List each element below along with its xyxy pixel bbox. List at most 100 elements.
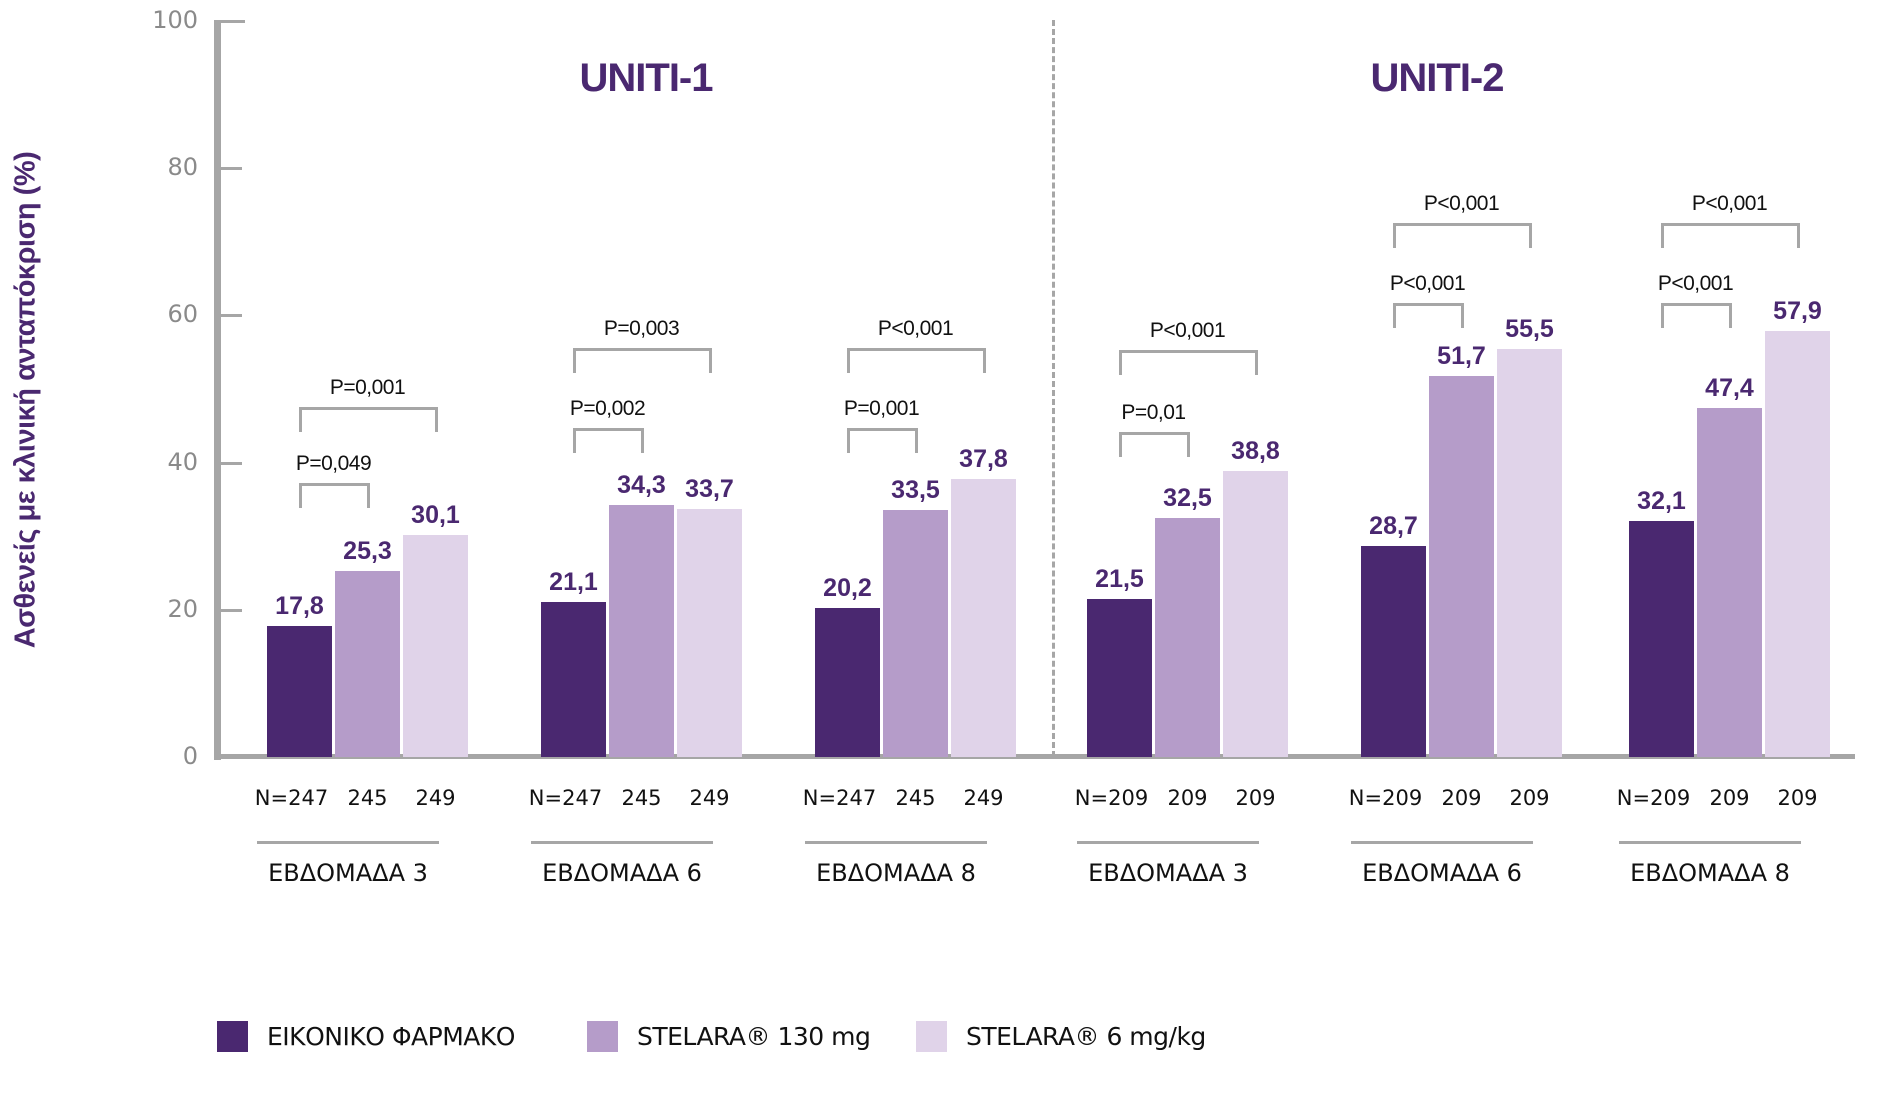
bar-value-label: 38,8	[1231, 437, 1280, 466]
y-axis-title-text: Ασθενείς με κλινική ανταπόκριση (%)	[9, 151, 42, 649]
inner-p-value: P<0,001	[1389, 272, 1466, 295]
week-label: ΕΒΔΟΜΑΔΑ 6	[1362, 859, 1522, 887]
group-underline	[1077, 841, 1259, 844]
bar	[1629, 520, 1694, 757]
group-underline	[1351, 841, 1533, 844]
sample-size-label: 209	[1709, 786, 1750, 810]
y-tick-label: 20	[167, 594, 198, 623]
y-tick-mark	[221, 461, 242, 465]
bar	[1497, 348, 1562, 757]
y-axis-line	[214, 20, 221, 760]
bar	[541, 601, 606, 757]
sample-size-label: N=209	[1074, 786, 1149, 810]
group-underline	[531, 841, 713, 844]
y-tick-label: 100	[152, 6, 198, 34]
inner-bracket	[1392, 303, 1464, 328]
inner-bracket	[572, 428, 644, 453]
sample-size-label: N=247	[528, 786, 603, 810]
y-tick-label: 0	[182, 742, 198, 770]
legend-item-stelara-6mgkg: STELARA® 6 mg/kg	[916, 1020, 1206, 1052]
bar-value-label: 21,1	[549, 567, 598, 596]
bar	[677, 508, 742, 757]
bar	[335, 570, 400, 757]
inner-bracket	[1118, 432, 1190, 457]
bar-value-label: 28,7	[1369, 511, 1418, 540]
sample-size-label: N=247	[254, 786, 329, 810]
outer-p-value: P=0,001	[329, 376, 406, 399]
y-tick-label: 60	[167, 300, 198, 329]
study-title-uniti-2: UNITI-2	[1370, 56, 1505, 100]
outer-bracket	[1118, 350, 1258, 375]
inner-p-value: P=0,01	[1121, 401, 1186, 424]
study-divider-dashed-line	[1052, 20, 1055, 757]
sample-size-label: 209	[1777, 786, 1818, 810]
legend-label-stelara-6mgkg: STELARA® 6 mg/kg	[966, 1021, 1206, 1051]
x-axis-line	[214, 754, 1855, 759]
group-underline	[805, 841, 987, 844]
bar	[1697, 408, 1762, 757]
bar	[1087, 598, 1152, 757]
y-tick-mark	[221, 608, 242, 612]
bar-value-label: 55,5	[1505, 314, 1554, 343]
bar-value-label: 20,2	[823, 574, 872, 603]
legend-swatch-placebo	[217, 1020, 248, 1052]
bar-value-label: 21,5	[1095, 564, 1144, 593]
bar	[1765, 330, 1830, 757]
bar-value-label: 37,8	[959, 444, 1008, 473]
legend-item-placebo: ΕΙΚΟΝΙΚΟ ΦΑΡΜΑΚΟ	[217, 1020, 515, 1052]
study-title-uniti-1: UNITI-1	[579, 56, 714, 100]
bar-value-label: 32,1	[1637, 486, 1686, 515]
week-label: ΕΒΔΟΜΑΔΑ 8	[1630, 859, 1790, 887]
bar-value-label: 33,7	[685, 474, 734, 503]
outer-bracket	[1660, 223, 1800, 248]
inner-bracket	[846, 428, 918, 453]
y-tick-mark	[221, 314, 242, 318]
sample-size-label: 209	[1441, 786, 1482, 810]
week-label: ΕΒΔΟΜΑΔΑ 6	[542, 859, 702, 887]
sample-size-label: 209	[1235, 786, 1276, 810]
bar	[403, 535, 468, 757]
bar	[1429, 376, 1494, 757]
inner-p-value: P=0,049	[295, 452, 372, 475]
inner-p-value: P=0,002	[569, 397, 646, 420]
bar-value-label: 47,4	[1705, 374, 1754, 403]
bar	[1155, 517, 1220, 757]
bar	[1223, 471, 1288, 757]
inner-p-value: P=0,001	[843, 397, 920, 420]
legend-item-stelara-130mg: STELARA® 130 mg	[587, 1020, 871, 1052]
inner-bracket	[298, 483, 370, 508]
legend-swatch-stelara-6mgkg	[916, 1020, 947, 1052]
group-underline	[257, 841, 439, 844]
y-tick-label: 80	[167, 153, 198, 182]
week-label: ΕΒΔΟΜΑΔΑ 3	[1088, 859, 1248, 887]
outer-bracket	[572, 348, 712, 373]
bar	[815, 608, 880, 757]
y-tick-mark	[221, 167, 242, 171]
bar-value-label: 57,9	[1773, 296, 1822, 325]
sample-size-label: 209	[1509, 786, 1550, 810]
bar-value-label: 25,3	[343, 536, 392, 565]
legend-label-placebo: ΕΙΚΟΝΙΚΟ ΦΑΡΜΑΚΟ	[267, 1021, 515, 1051]
bar-value-label: 33,5	[891, 476, 940, 505]
inner-p-value: P<0,001	[1657, 272, 1734, 295]
outer-p-value: P<0,001	[1691, 192, 1768, 215]
sample-size-label: 249	[963, 786, 1004, 810]
sample-size-label: 249	[689, 786, 730, 810]
bar-value-label: 30,1	[411, 501, 460, 530]
bar	[883, 510, 948, 757]
outer-bracket	[1392, 223, 1532, 248]
sample-size-label: 209	[1167, 786, 1208, 810]
sample-size-label: N=247	[802, 786, 877, 810]
group-underline	[1619, 841, 1801, 844]
sample-size-label: 245	[621, 786, 662, 810]
outer-p-value: P<0,001	[877, 317, 954, 340]
outer-p-value: P<0,001	[1149, 319, 1226, 342]
bar	[267, 625, 332, 757]
inner-bracket	[1660, 303, 1732, 328]
sample-size-label: N=209	[1348, 786, 1423, 810]
bar	[951, 478, 1016, 757]
sample-size-label: 249	[415, 786, 456, 810]
week-label: ΕΒΔΟΜΑΔΑ 3	[268, 859, 428, 887]
bar-value-label: 32,5	[1163, 483, 1212, 512]
